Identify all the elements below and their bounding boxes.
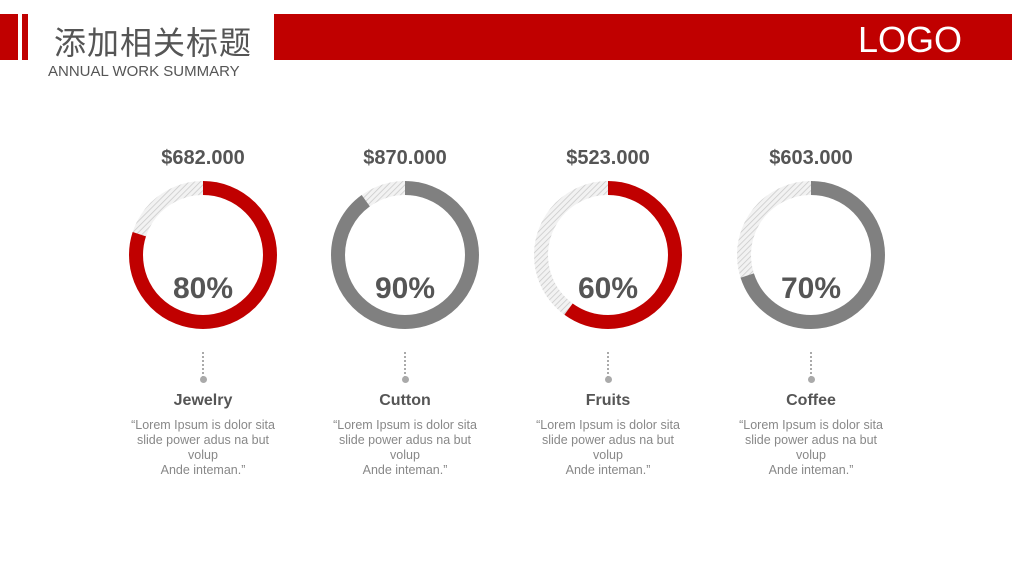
percent-label: 80% — [172, 272, 234, 305]
connector-dot — [807, 376, 815, 383]
donut-chart: 60% — [508, 170, 708, 340]
percent-label: 70% — [780, 272, 842, 305]
description-line: volup — [593, 448, 623, 462]
description-line: Ande inteman.” — [565, 463, 651, 477]
connector-line — [202, 352, 204, 378]
description-line: volup — [796, 448, 826, 462]
donut-item: $603.000 70% Coffee “Lorem Ipsum is dolo… — [711, 140, 911, 478]
description-line: volup — [188, 448, 218, 462]
description-line: “Lorem Ipsum is dolor sita — [131, 418, 275, 432]
donut-chart: 80% — [103, 170, 303, 340]
donut-item: $682.000 80% Jewelry “Lorem Ipsum is dol… — [103, 140, 303, 478]
connector-dot — [604, 376, 612, 383]
category-name: Jewelry — [173, 392, 233, 409]
donut-item: $523.000 60% Fruits “Lorem Ipsum is dolo… — [508, 140, 708, 478]
category-name: Cutton — [379, 392, 431, 409]
category-description: “Lorem Ipsum is dolor sita slide power ad… — [123, 418, 283, 478]
donut-svg — [129, 181, 277, 329]
header-accent-block — [0, 14, 18, 60]
description-line: slide power adus na but — [541, 433, 675, 447]
header-banner — [274, 14, 1012, 60]
description-line: slide power adus na but — [136, 433, 270, 447]
connector-line — [607, 352, 609, 378]
donut-value-arc — [534, 181, 682, 329]
percent-label: 60% — [577, 272, 639, 305]
amount-label: $682.000 — [161, 147, 245, 169]
description-line: “Lorem Ipsum is dolor sita — [333, 418, 477, 432]
page-subtitle: ANNUAL WORK SUMMARY — [48, 63, 240, 80]
description-line: slide power adus na but — [744, 433, 878, 447]
donut-chart: 70% — [711, 170, 911, 340]
description-line: “Lorem Ipsum is dolor sita — [739, 418, 883, 432]
category-description: “Lorem Ipsum is dolor sita slide power ad… — [528, 418, 688, 478]
connector-line — [810, 352, 812, 378]
logo: LOGO — [858, 19, 963, 60]
donut-value-arc — [129, 181, 277, 329]
category-description: “Lorem Ipsum is dolor sita slide power ad… — [731, 418, 891, 478]
page-title: 添加相关标题 — [54, 24, 253, 62]
amount-label: $523.000 — [566, 147, 650, 169]
connector-dot — [199, 376, 207, 383]
header-accent-stripe — [22, 14, 28, 60]
donut-chart: 90% — [305, 170, 505, 340]
donut-svg — [331, 181, 479, 329]
amount-label: $870.000 — [363, 147, 447, 169]
donut-value-arc — [331, 181, 479, 329]
donut-item: $870.000 90% Cutton “Lorem Ipsum is dolo… — [305, 140, 505, 478]
description-line: volup — [390, 448, 420, 462]
category-name: Fruits — [585, 392, 631, 409]
percent-label: 90% — [374, 272, 436, 305]
description-line: Ande inteman.” — [160, 463, 246, 477]
donut-svg — [737, 181, 885, 329]
description-line: slide power adus na but — [338, 433, 472, 447]
donut-svg — [534, 181, 682, 329]
description-line: Ande inteman.” — [362, 463, 448, 477]
connector-line — [404, 352, 406, 378]
category-name: Coffee — [786, 392, 836, 409]
description-line: “Lorem Ipsum is dolor sita — [536, 418, 680, 432]
description-line: Ande inteman.” — [768, 463, 854, 477]
donut-value-arc — [737, 181, 885, 329]
connector-dot — [401, 376, 409, 383]
category-description: “Lorem Ipsum is dolor sita slide power ad… — [325, 418, 485, 478]
amount-label: $603.000 — [769, 147, 853, 169]
